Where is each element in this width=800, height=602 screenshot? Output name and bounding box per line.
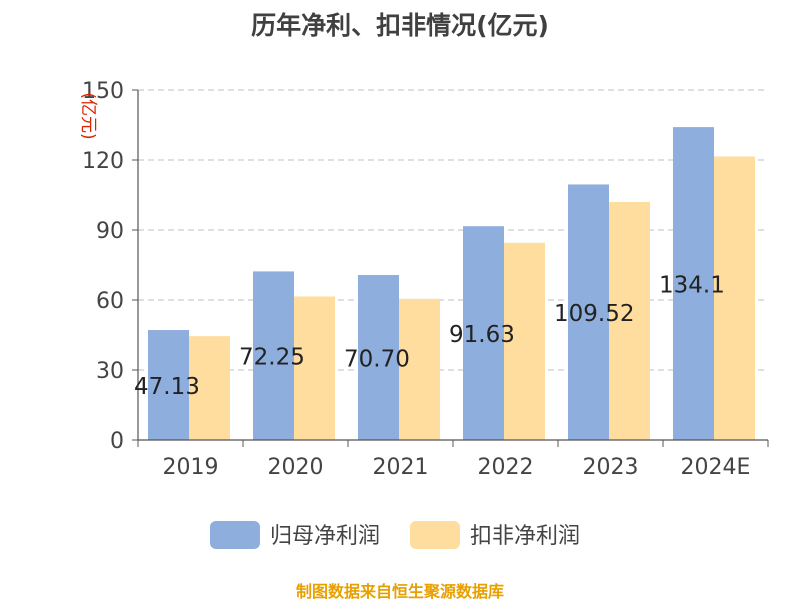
- gridlines: [138, 89, 768, 371]
- bars: [148, 127, 755, 440]
- data-label: 134.1: [659, 273, 725, 299]
- axes: 0 30 60 90 120 150(亿元) 2019 2020 2021 2022 2023 202…: [78, 79, 769, 480]
- y-tick-label: 0: [110, 429, 124, 454]
- x-tick-label: 2022: [478, 455, 534, 480]
- legend-label: 归母净利润: [270, 524, 380, 549]
- bar-series-2[interactable]: [609, 202, 650, 440]
- legend[interactable]: 归母净利润 扣非净利润: [210, 521, 580, 549]
- bar-series-2[interactable]: [714, 156, 755, 441]
- x-tick-label: 2020: [268, 455, 324, 480]
- y-axis-label: (亿元): [78, 92, 98, 139]
- bar-series-2[interactable]: [189, 336, 230, 440]
- y-tick-label: 150: [82, 79, 124, 104]
- y-tick-label: 30: [96, 359, 124, 384]
- data-label: 70.70: [344, 347, 410, 373]
- x-tick-label: 2019: [163, 455, 219, 480]
- legend-label: 扣非净利润: [470, 524, 580, 549]
- y-tick-label: 120: [82, 149, 124, 174]
- legend-item-2[interactable]: 扣非净利润: [410, 521, 580, 549]
- chart-title: 历年净利、扣非情况(亿元): [251, 11, 549, 40]
- y-tick-label: 60: [96, 289, 124, 314]
- legend-item-1[interactable]: 归母净利润: [210, 521, 380, 549]
- x-tick-label: 2024E: [681, 455, 751, 480]
- data-label: 72.25: [239, 345, 305, 371]
- data-labels: 47.13 72.25 70.70 91.63 109.52 134.1: [134, 273, 725, 400]
- data-label: 109.52: [554, 301, 634, 327]
- legend-swatch: [210, 521, 260, 549]
- bar-series-1[interactable]: [148, 330, 189, 440]
- bar-series-2[interactable]: [399, 298, 440, 440]
- bar-series-1[interactable]: [358, 275, 399, 440]
- x-tick-label: 2023: [583, 455, 639, 480]
- bar-series-1[interactable]: [463, 226, 504, 440]
- bar-series-1[interactable]: [568, 184, 609, 440]
- legend-swatch: [410, 521, 460, 549]
- x-tick-label: 2021: [373, 455, 429, 480]
- y-tick-label: 90: [96, 219, 124, 244]
- source-note: 制图数据来自恒生聚源数据库: [295, 582, 504, 601]
- bar-series-1[interactable]: [253, 271, 294, 440]
- bar-series-2[interactable]: [504, 242, 545, 440]
- bar-series-2[interactable]: [294, 296, 335, 441]
- data-label: 47.13: [134, 374, 200, 400]
- data-label: 91.63: [449, 322, 515, 348]
- bar-series-1[interactable]: [673, 127, 714, 440]
